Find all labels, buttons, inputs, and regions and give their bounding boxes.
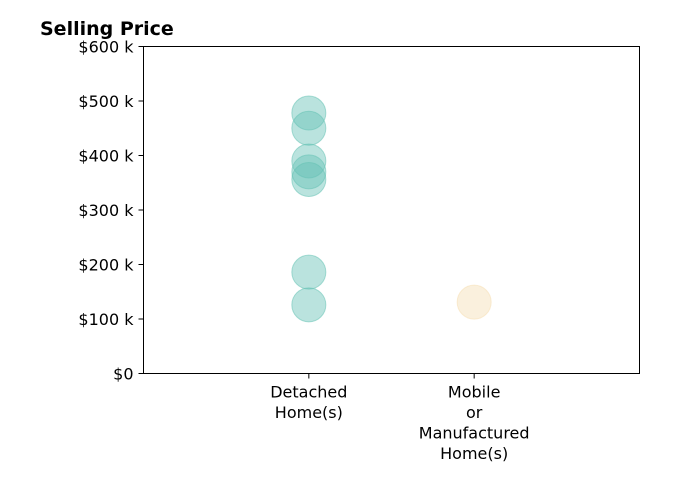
x-axis: Detached Home(s)Mobile or Manufactured Home(… [270,373,530,464]
data-point [291,287,327,323]
data-point [456,284,492,320]
data-point [291,254,327,290]
data-point [291,154,327,190]
data-point [291,110,327,146]
x-tick-label-line: Home(s) [440,444,508,463]
x-tick-label-line: Home(s) [275,403,343,422]
data-point [291,95,327,131]
y-tick-label: $500 k [78,92,134,111]
x-tick-label-line: or [466,403,483,422]
x-tick-label: Mobile or Manufactured Home(s) [419,383,530,464]
y-tick-label: $400 k [78,147,134,166]
y-tick-label: $300 k [78,201,134,220]
x-tick-label-line: Manufactured [419,424,530,443]
y-tick-label: $600 k [78,38,134,57]
y-axis: $0 $100 k $200 k $300 k $400 k $500 k $600 k [78,38,144,384]
data-point [291,161,327,197]
data-points [291,95,492,323]
data-point [291,143,327,179]
y-tick-label: $100 k [78,310,134,329]
x-tick-label-line: Mobile [448,383,500,402]
y-tick-label: $0 [113,365,133,384]
y-tick-label: $200 k [78,256,134,275]
plot-frame [143,46,640,374]
chart-title: Selling Price [40,18,174,40]
x-tick-label: Detached Home(s) [270,383,347,423]
x-tick-label-line: Detached [270,383,347,402]
